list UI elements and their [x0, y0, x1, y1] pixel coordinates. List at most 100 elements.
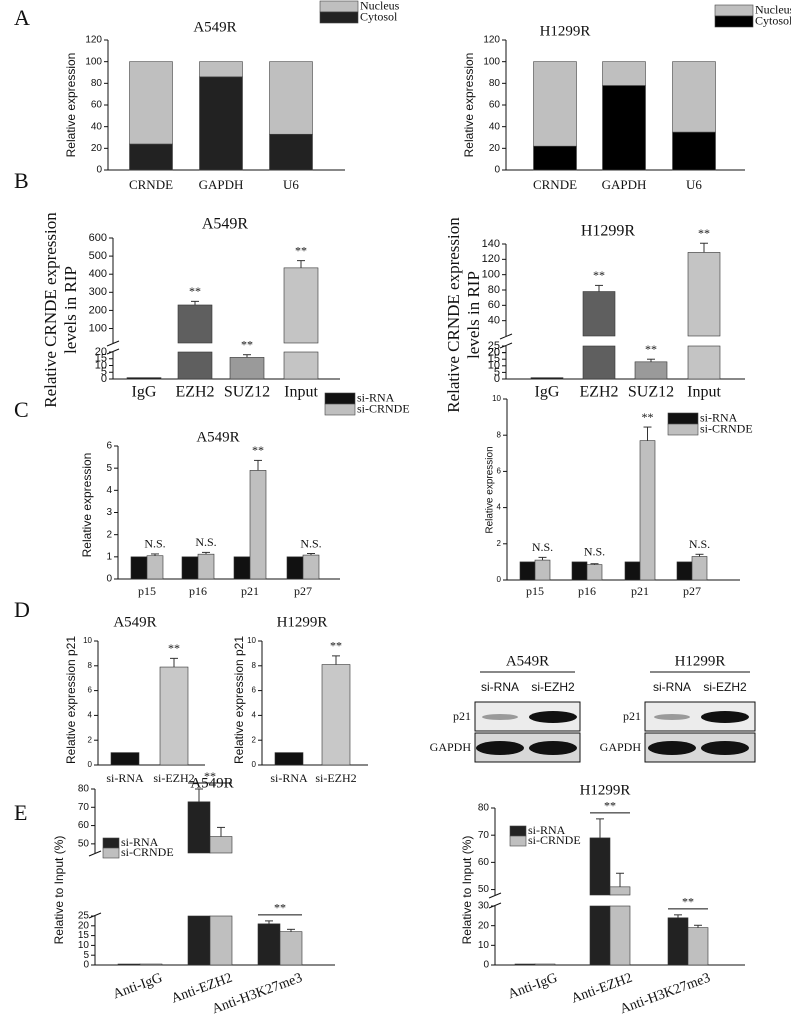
chart-title: H1299R: [277, 614, 328, 630]
blot-title: A549R: [506, 653, 549, 669]
panel-label: D: [14, 597, 30, 622]
legend-swatch: [667, 412, 699, 425]
y-axis-label: Relative expression: [64, 53, 78, 158]
x-tick-label: IgG: [132, 384, 157, 401]
x-tick-label: si-RNA: [106, 771, 144, 785]
y-tick-label: 8: [497, 430, 502, 439]
y-tick-label: 100: [482, 269, 500, 281]
blot-row-label: GAPDH: [600, 740, 642, 754]
blot-band: [529, 741, 577, 755]
x-tick-label: si-RNA: [270, 771, 308, 785]
bar-segment: [602, 85, 646, 171]
y-tick-label: 100: [483, 56, 500, 67]
bar: [609, 886, 631, 896]
x-tick-label: IgG: [535, 384, 560, 401]
bar: [582, 291, 616, 337]
bar: [130, 556, 148, 580]
chart-title: H1299R: [581, 223, 636, 240]
y-tick-label: 10: [488, 360, 500, 372]
blot-title: H1299R: [675, 653, 726, 669]
bar: [302, 554, 320, 580]
chart-title: H1299R: [580, 782, 631, 798]
y-tick-label: 0: [96, 165, 102, 176]
legend-swatch: [324, 392, 356, 405]
x-tick-label: p15: [138, 584, 156, 598]
y-tick-label: 10: [247, 636, 256, 645]
y-tick-label: 60: [78, 820, 90, 831]
y-tick-label: 0: [497, 575, 502, 584]
y-tick-label: 80: [78, 784, 90, 795]
bar: [514, 963, 536, 966]
y-tick-label: 20: [488, 347, 500, 359]
y-tick-label: 0: [483, 960, 489, 971]
y-tick-label: 10: [78, 940, 90, 951]
y-tick-label: 120: [483, 35, 500, 46]
x-tick-label: p21: [241, 584, 259, 598]
bar: [586, 564, 603, 581]
x-tick-label: Input: [284, 384, 318, 401]
x-tick-label: GAPDH: [199, 177, 244, 192]
y-tick-label: 2: [88, 735, 93, 744]
bar: [519, 561, 536, 581]
x-tick-label: Input: [687, 384, 721, 401]
y-tick-label: 50: [78, 838, 90, 849]
x-tick-label: p16: [578, 584, 596, 598]
axis-break: [488, 892, 502, 899]
axis-break: [499, 333, 513, 340]
bar: [283, 351, 319, 380]
bar: [687, 252, 721, 337]
y-tick-label: 2: [252, 735, 257, 744]
bar: [181, 556, 199, 580]
legend-swatch: [509, 825, 527, 837]
annotation: **: [274, 901, 286, 915]
y-tick-label: 20: [488, 347, 500, 359]
y-tick-label: 20: [78, 920, 90, 931]
annotation: **: [204, 769, 216, 783]
y-axis-label: Relative expression p21: [232, 636, 246, 764]
bar: [321, 664, 351, 766]
x-tick-label: U6: [283, 177, 299, 192]
legend-swatch: [509, 835, 527, 847]
legend-swatch: [102, 847, 120, 859]
y-tick-label: 6: [252, 686, 257, 695]
y-tick-label: 15: [488, 353, 500, 365]
bar-segment: [672, 61, 716, 133]
bar: [571, 561, 588, 581]
annotation: N.S.: [532, 540, 553, 554]
x-tick-label: U6: [686, 177, 702, 192]
blot-band: [701, 711, 749, 723]
annotation: N.S.: [584, 545, 605, 559]
chart-title: A549R: [196, 429, 239, 445]
y-tick-label: 140: [482, 238, 500, 250]
legend-label: si-RNA: [528, 823, 566, 837]
y-tick-label: 5: [101, 366, 107, 378]
y-tick-label: 1: [106, 551, 112, 562]
annotation: **: [645, 342, 657, 356]
y-tick-label: 60: [91, 100, 103, 111]
bar-segment: [533, 145, 577, 171]
y-tick-label: 300: [89, 286, 107, 298]
y-tick-label: 10: [83, 636, 92, 645]
y-axis-label: Relative to Input (%): [52, 836, 66, 945]
bar: [534, 963, 556, 966]
bar: [139, 963, 163, 966]
y-tick-label: 4: [252, 711, 257, 720]
annotation: **: [189, 284, 201, 298]
x-tick-label: GAPDH: [602, 177, 647, 192]
lane-label: si-EZH2: [703, 680, 747, 694]
bar: [197, 553, 215, 580]
y-tick-label: 120: [85, 35, 102, 46]
legend-swatch: [319, 11, 359, 24]
bar: [177, 304, 213, 344]
chart-title: A549R: [202, 216, 249, 233]
y-tick-label: 30: [478, 901, 490, 912]
bar: [582, 345, 616, 380]
y-tick-label: 0: [106, 574, 112, 585]
blot-row-label: p21: [453, 709, 471, 723]
y-tick-label: 5: [83, 950, 89, 961]
bar: [534, 559, 551, 581]
blot-band: [482, 714, 518, 720]
y-tick-label: 10: [492, 394, 501, 403]
